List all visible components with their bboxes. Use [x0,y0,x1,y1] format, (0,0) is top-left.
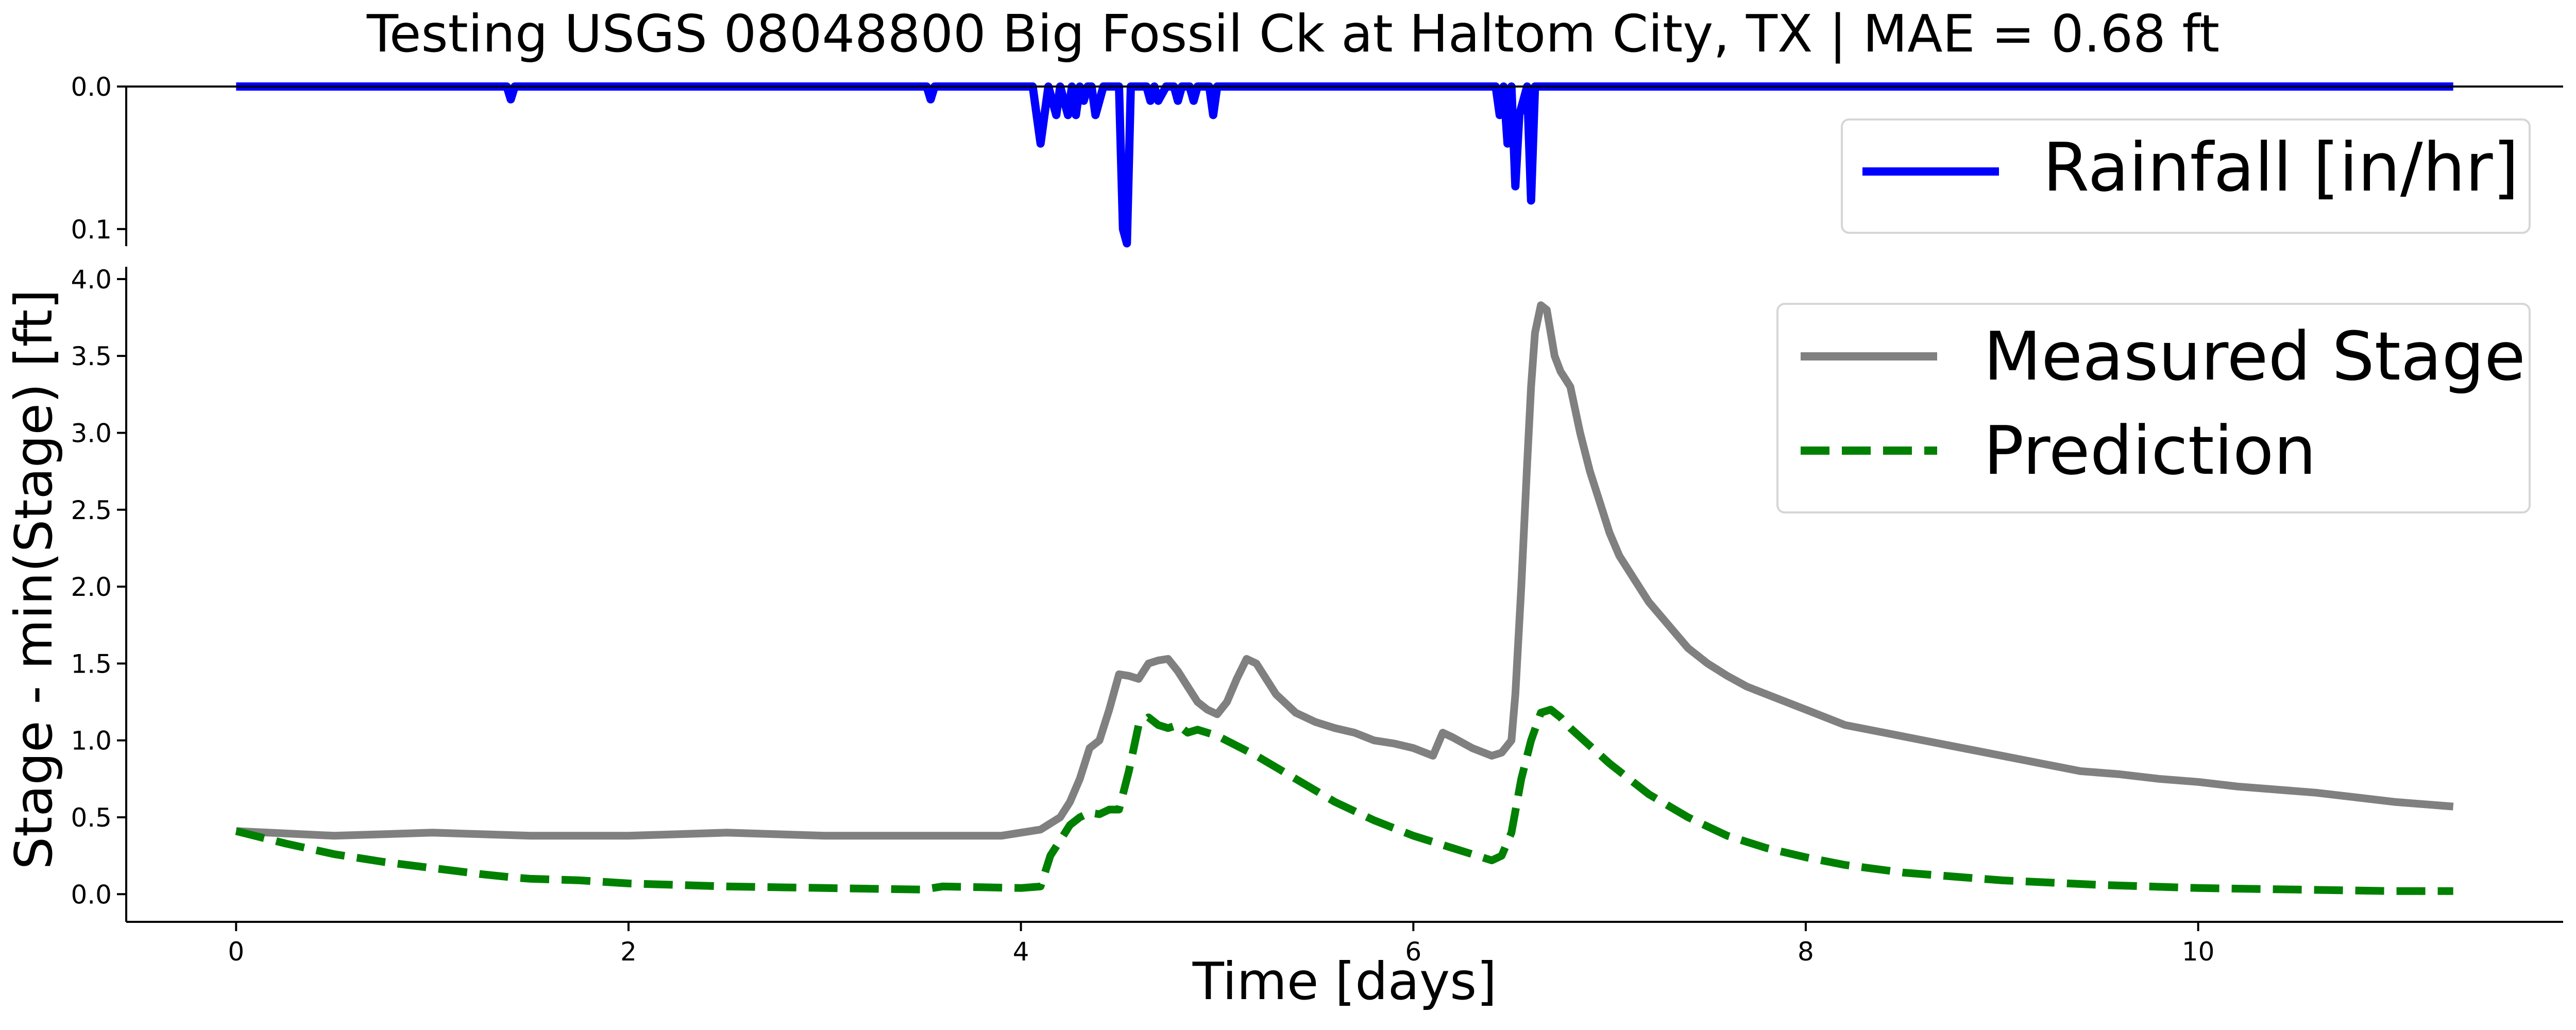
rainfall-series-group [236,82,2453,248]
stage-x-tick-label: 2 [620,937,637,967]
rainfall-panel: 0.0 0.1 Rainfall [in/hr] [71,72,2563,248]
stage-legend-box [1776,303,2531,513]
measured-stage-line [235,301,2454,840]
rainfall-legend: Rainfall [in/hr] [1841,118,2531,234]
stage-x-tick-label: 8 [1798,937,1814,967]
stage-x-tick-label: 10 [2182,937,2215,967]
stage-y-tick-label: 2.0 [71,572,112,602]
stage-panel: 0.0 0.5 1.0 1.5 2.0 2.5 3.0 3.5 4.0 0 2 4 6 8 10 Measu… [71,265,2563,967]
rainfall-legend-label: Rainfall [in/hr] [2043,128,2519,207]
stage-y-tick-label: 2.5 [71,495,112,525]
prediction-legend-label: Prediction [1984,411,2316,490]
stage-legend: Measured Stage Prediction [1776,303,2531,513]
rainfall-y-tick-label: 0.0 [71,72,112,102]
prediction-line [235,706,2453,895]
y-axis-label: Stage - min(Stage) [ft] [4,289,64,870]
x-axis-label: Time [days] [1192,951,1497,1011]
stage-y-tick-label: 0.5 [71,803,112,833]
rainfall-axes: 0.0 0.1 [71,72,2563,246]
stage-y-tick-label: 4.0 [71,265,112,295]
stage-axes: 0.0 0.5 1.0 1.5 2.0 2.5 3.0 3.5 4.0 0 2 4 6 8 10 [71,265,2563,967]
stage-y-tick-label: 3.0 [71,418,112,448]
stage-y-tick-label: 1.5 [71,649,112,679]
stage-y-tick-label: 1.0 [71,726,112,756]
rainfall-legend-box [1841,118,2531,234]
stage-y-tick-label: 3.5 [71,341,112,371]
rainfall-line [236,82,2453,248]
stage-series-group [235,301,2454,895]
stage-x-tick-label: 4 [1013,937,1029,967]
stage-x-tick-label: 0 [228,937,244,967]
stage-y-tick-label: 0.0 [71,880,112,909]
rainfall-y-tick-label: 0.1 [71,215,112,245]
chart-title: Testing USGS 08048800 Big Fossil Ck at H… [366,4,2219,64]
stage-x-tick-label: 6 [1405,937,1421,967]
measured-stage-legend-label: Measured Stage [1984,317,2526,396]
